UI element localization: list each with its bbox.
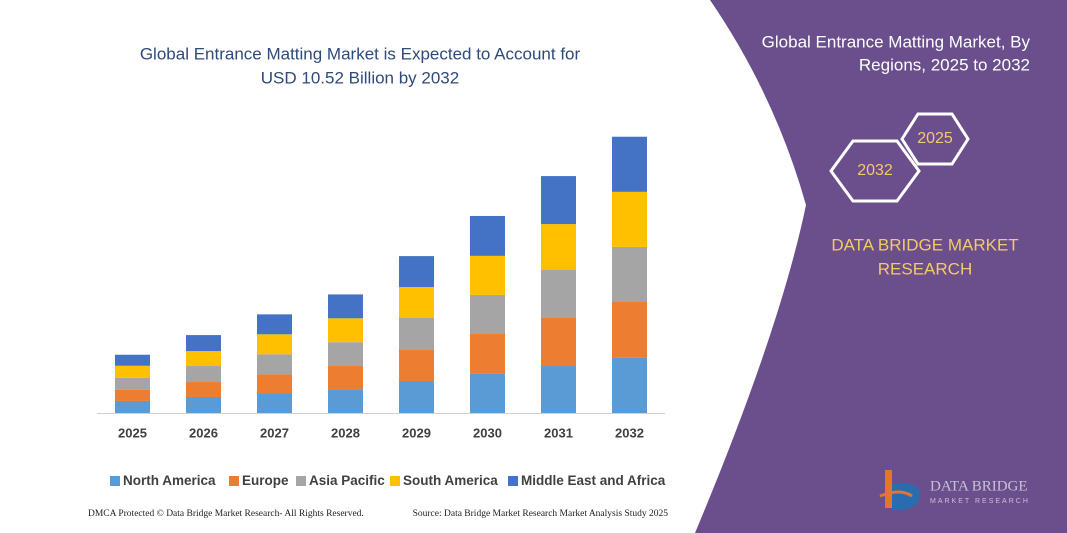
chart-title: Global Entrance Matting Market is Expect… bbox=[140, 44, 581, 63]
bar-segment bbox=[257, 354, 292, 375]
x-tick-label: 2025 bbox=[118, 425, 147, 440]
logo-text: MARKET RESEARCH bbox=[930, 498, 1030, 505]
logo-mark bbox=[892, 483, 921, 511]
bar-segment bbox=[186, 335, 221, 352]
bar-segment bbox=[470, 215, 505, 256]
bar-segment bbox=[115, 354, 150, 366]
bar-segment bbox=[328, 318, 363, 343]
legend-label: Asia Pacific bbox=[309, 473, 385, 488]
legend-label: Middle East and Africa bbox=[521, 473, 666, 488]
badge: 2032 bbox=[857, 162, 893, 179]
side-panel-bg bbox=[695, 0, 1067, 533]
bar-segment bbox=[186, 396, 221, 413]
bar-segment bbox=[612, 136, 647, 192]
legend-swatch bbox=[229, 476, 239, 486]
badge: 2025 bbox=[917, 130, 953, 147]
bar-segment bbox=[115, 377, 150, 390]
bar-segment bbox=[399, 318, 434, 351]
panel-title: Global Entrance Matting Market, By bbox=[762, 32, 1031, 51]
bar-segment bbox=[399, 350, 434, 381]
bar-segment bbox=[186, 382, 221, 397]
legend-swatch bbox=[296, 476, 306, 486]
legend-label: North America bbox=[123, 473, 216, 488]
logo-text: DATA BRIDGE bbox=[930, 478, 1028, 494]
logo: DATA BRIDGE MARKET RESEARCH bbox=[879, 470, 1030, 511]
bar-segment bbox=[470, 373, 505, 413]
bar-segment bbox=[541, 270, 576, 319]
bar-segment bbox=[328, 294, 363, 319]
brand: RESEARCH bbox=[878, 259, 972, 278]
bar-segment bbox=[186, 351, 221, 367]
x-tick-label: 2030 bbox=[473, 425, 502, 440]
bar-segment bbox=[328, 389, 363, 413]
bar-segment bbox=[470, 334, 505, 374]
chart-title: USD 10.52 Billion by 2032 bbox=[261, 68, 459, 87]
legend-swatch bbox=[390, 476, 400, 486]
bar-segment bbox=[541, 224, 576, 271]
bar-segment bbox=[399, 287, 434, 319]
footer-text: Source: Data Bridge Market Research Mark… bbox=[413, 509, 669, 519]
bar-segment bbox=[541, 318, 576, 367]
x-tick-label: 2028 bbox=[331, 425, 360, 440]
bar-segment bbox=[328, 366, 363, 390]
panel-title: Regions, 2025 to 2032 bbox=[859, 55, 1030, 74]
bar-segment bbox=[470, 255, 505, 295]
x-tick-label: 2032 bbox=[615, 425, 644, 440]
bar-segment bbox=[115, 365, 150, 378]
bar-segment bbox=[470, 294, 505, 335]
hexagon bbox=[900, 112, 970, 166]
bar-segment bbox=[612, 302, 647, 358]
hexagon bbox=[829, 139, 921, 203]
bar-segment bbox=[257, 374, 292, 394]
brand: DATA BRIDGE MARKET bbox=[831, 235, 1018, 254]
bar-segment bbox=[186, 366, 221, 383]
bar-segment bbox=[328, 342, 363, 367]
bar-segment bbox=[399, 380, 434, 413]
bar-segment bbox=[257, 393, 292, 413]
x-tick-label: 2026 bbox=[189, 425, 218, 440]
bar-segment bbox=[612, 357, 647, 413]
bar-segment bbox=[612, 191, 647, 247]
x-tick-label: 2031 bbox=[544, 425, 573, 440]
x-tick-label: 2029 bbox=[402, 425, 431, 440]
bar-segment bbox=[541, 176, 576, 225]
bar-segment bbox=[257, 314, 292, 335]
footer-text: DMCA Protected © Data Bridge Market Rese… bbox=[88, 508, 364, 519]
bar-segment bbox=[612, 246, 647, 303]
x-tick-label: 2027 bbox=[260, 425, 289, 440]
legend-label: South America bbox=[403, 473, 498, 488]
legend-label: Europe bbox=[242, 473, 289, 488]
legend-swatch bbox=[110, 476, 120, 486]
bar-segment bbox=[541, 366, 576, 413]
logo-mark bbox=[879, 490, 913, 498]
bar-segment bbox=[399, 256, 434, 288]
bar-segment bbox=[115, 400, 150, 413]
legend-swatch bbox=[508, 476, 518, 486]
logo-mark bbox=[885, 470, 892, 508]
bar-segment bbox=[115, 389, 150, 401]
bar-segment bbox=[257, 334, 292, 355]
